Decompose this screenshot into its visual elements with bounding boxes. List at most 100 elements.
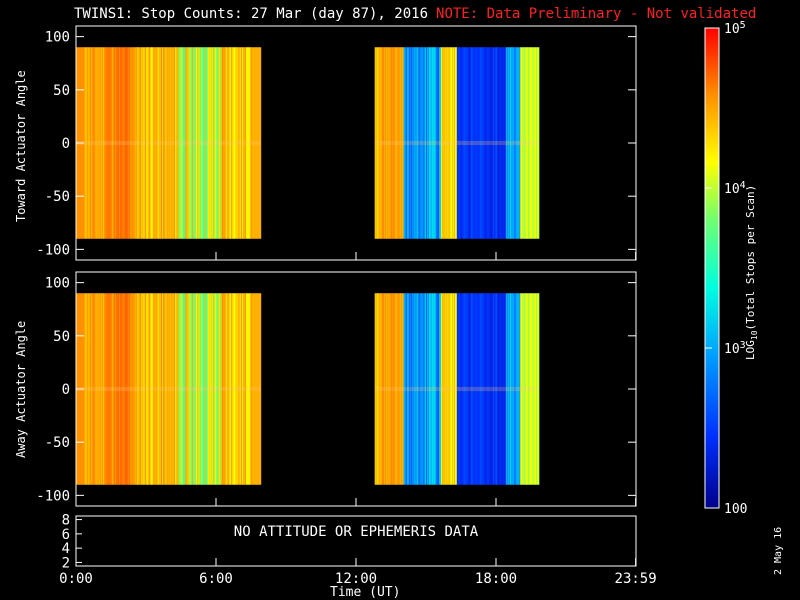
away-heatmap-column-71 xyxy=(142,293,144,485)
toward-heatmap-column-68 xyxy=(139,47,141,239)
toward-heatmap-column-180 xyxy=(244,47,246,239)
toward-heatmap-column-48 xyxy=(120,47,123,239)
away-heatmap-column-332 xyxy=(499,293,502,485)
away-heatmap-column-119 xyxy=(187,293,189,485)
toward-heatmap-column-57 xyxy=(129,47,131,239)
toward-heatmap-column-118 xyxy=(186,47,188,239)
away-heatmap-column-256 xyxy=(428,293,431,485)
away-heatmap-column-167 xyxy=(231,293,234,485)
toward-heatmap-column-151 xyxy=(216,47,219,239)
away-heatmap-column-98 xyxy=(167,293,169,485)
away-heatmap-column-207 xyxy=(383,293,385,485)
colorbar-tick-label: 103 xyxy=(724,340,746,357)
toward-heatmap-column-250 xyxy=(423,47,425,239)
toward-heatmap-column-112 xyxy=(180,47,182,239)
toward-heatmap-column-350 xyxy=(516,47,518,239)
toward-heatmap-column-169 xyxy=(233,47,236,239)
toward-heatmap-column-52 xyxy=(124,47,126,239)
away-heatmap-column-211 xyxy=(386,293,389,485)
toward-heatmap-column-30 xyxy=(104,47,106,239)
away-heatmap-column-23 xyxy=(97,293,99,485)
away-heatmap-column-170 xyxy=(234,293,236,485)
toward-heatmap-column-319 xyxy=(487,47,489,239)
away-heatmap-column-317 xyxy=(485,293,488,485)
away-heatmap-column-194 xyxy=(257,293,259,485)
toward-heatmap-column-255 xyxy=(427,47,430,239)
toward-heatmap-column-316 xyxy=(484,47,487,239)
toward-heatmap-column-10 xyxy=(85,47,87,239)
colorbar: 105 104 103 100 xyxy=(704,20,747,517)
toward-heatmap-column-46 xyxy=(118,47,121,239)
toward-heatmap-column-348 xyxy=(514,47,516,239)
toward-heatmap-column-287 xyxy=(457,47,460,239)
toward-heatmap-column-299 xyxy=(468,47,471,239)
away-heatmap-column-185 xyxy=(248,293,250,485)
toward-heatmap-column-240 xyxy=(413,47,416,239)
away-ytick-label: -50 xyxy=(45,435,70,451)
away-heatmap-column-177 xyxy=(241,293,243,485)
away-heatmap-column-154 xyxy=(219,293,222,485)
away-heatmap-column-313 xyxy=(482,293,484,485)
toward-heatmap-column-233 xyxy=(407,47,409,239)
colorbar-label-prefix: LOG xyxy=(744,340,757,360)
away-heatmap-column-216 xyxy=(391,293,393,485)
away-heatmap-column-101 xyxy=(170,293,172,485)
away-heatmap-column-358 xyxy=(524,293,526,485)
away-heatmap-column-117 xyxy=(185,293,187,485)
away-heatmap-column-155 xyxy=(220,293,222,485)
toward-heatmap-column-128 xyxy=(195,47,197,239)
toward-heatmap-column-345 xyxy=(511,47,514,239)
away-heatmap-column-77 xyxy=(147,293,150,485)
away-heatmap-column-30 xyxy=(104,293,106,485)
toward-heatmap-column-200 xyxy=(376,47,378,239)
toward-heatmap-column-361 xyxy=(526,47,529,239)
toward-heatmap-column-18 xyxy=(92,47,95,239)
toward-heatmap-column-349 xyxy=(515,47,517,239)
toward-heatmap-column-97 xyxy=(166,47,168,239)
away-heatmap-column-102 xyxy=(171,293,173,485)
away-heatmap-column-140 xyxy=(206,293,208,485)
toward-heatmap-column-148 xyxy=(214,47,216,239)
away-heatmap-column-335 xyxy=(502,293,504,485)
away-heatmap-column-304 xyxy=(473,293,475,485)
toward-heatmap-column-160 xyxy=(225,47,227,239)
colorbar-label-sub: 10 xyxy=(750,330,760,341)
away-heatmap-column-27 xyxy=(101,293,103,485)
toward-heatmap-column-267 xyxy=(439,47,441,239)
away-heatmap-column-139 xyxy=(205,293,208,485)
toward-heatmap-column-301 xyxy=(470,47,473,239)
away-heatmap-column-237 xyxy=(411,293,413,485)
away-heatmap-column-253 xyxy=(426,293,428,485)
away-heatmap-column-18 xyxy=(92,293,95,485)
toward-heatmap-column-359 xyxy=(524,47,527,239)
away-heatmap-column-190 xyxy=(253,293,255,485)
toward-heatmap-column-304 xyxy=(473,47,475,239)
toward-heatmap-column-14 xyxy=(89,47,91,239)
away-heatmap-column-320 xyxy=(488,293,490,485)
toward-heatmap-column-214 xyxy=(389,47,391,239)
away-heatmap-column-228 xyxy=(402,293,404,485)
away-heatmap-column-305 xyxy=(474,293,476,485)
away-heatmap-column-33 xyxy=(106,293,109,485)
toward-heatmap-column-158 xyxy=(223,47,225,239)
toward-heatmap-column-152 xyxy=(217,47,220,239)
toward-heatmap-column-219 xyxy=(394,47,396,239)
away-heatmap-column-329 xyxy=(496,293,499,485)
toward-heatmap-column-172 xyxy=(236,47,238,239)
toward-heatmap-column-271 xyxy=(442,47,445,239)
away-heatmap-column-308 xyxy=(477,293,479,485)
away-heatmap-column-38 xyxy=(111,293,113,485)
toward-heatmap-column-261 xyxy=(433,47,435,239)
toward-heatmap-column-175 xyxy=(239,47,241,239)
away-heatmap-column-204 xyxy=(380,293,382,485)
toward-heatmap-column-247 xyxy=(420,47,422,239)
away-heatmap-column-254 xyxy=(426,293,429,485)
toward-heatmap-column-87 xyxy=(157,47,159,239)
toward-heatmap-column-213 xyxy=(388,47,390,239)
away-heatmap-column-175 xyxy=(239,293,241,485)
away-heatmap-column-307 xyxy=(476,293,478,485)
toward-heatmap-column-45 xyxy=(118,47,120,239)
toward-heatmap-column-344 xyxy=(510,47,513,239)
toward-heatmap-column-155 xyxy=(220,47,222,239)
toward-heatmap-column-259 xyxy=(431,47,433,239)
